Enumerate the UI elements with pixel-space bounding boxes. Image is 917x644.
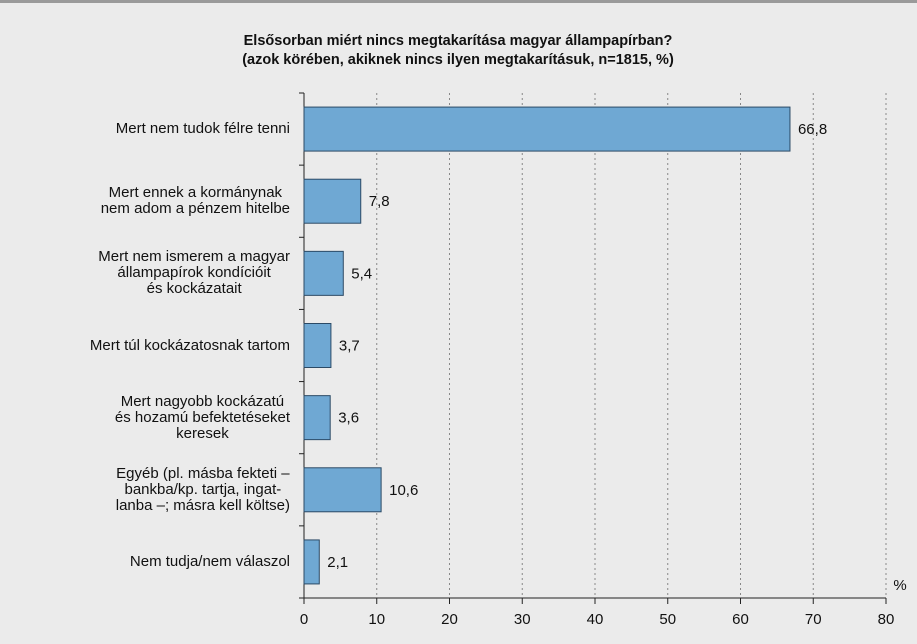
y-tick-label: Mert ennek a kormánynak nem adom a pénze… [100, 184, 290, 218]
x-tick-label: 30 [514, 611, 531, 628]
x-tick-label: 0 [300, 611, 308, 628]
x-axis-label: % [893, 577, 906, 594]
y-tick-label: Egyéb (pl. másba fekteti – bankba/kp. ta… [115, 464, 290, 514]
x-tick-label: 50 [659, 611, 676, 628]
bar [303, 467, 382, 513]
x-tick-label: 60 [732, 611, 749, 628]
x-tick-label: 80 [878, 611, 895, 628]
bar [303, 539, 320, 585]
value-label: 3,7 [339, 337, 360, 354]
bar [303, 323, 332, 368]
y-tick-label: Mert nem ismerem a magyar állampapírok k… [98, 248, 290, 298]
y-tick-label: Nem tudja/nem válaszol [129, 552, 290, 570]
bar [303, 178, 362, 224]
bar [303, 106, 791, 152]
x-tick-label: 20 [441, 611, 458, 628]
x-tick-label: 70 [805, 611, 822, 628]
value-label: 2,1 [327, 554, 348, 571]
x-tick-label: 40 [587, 611, 604, 628]
value-label: 7,8 [369, 193, 390, 210]
value-label: 10,6 [389, 482, 418, 499]
y-tick-label: Mert nem tudok félre tenni [115, 120, 290, 138]
value-label: 5,4 [351, 265, 372, 282]
value-label: 66,8 [798, 121, 827, 138]
chart-title: Elsősorban miért nincs megtakarítása mag… [244, 33, 673, 49]
bar [303, 250, 344, 296]
y-tick-label: Mert nagyobb kockázatú és hozamú befekte… [114, 392, 290, 442]
x-tick-label: 10 [368, 611, 385, 628]
chart-subtitle: (azok körében, akiknek nincs ilyen megta… [242, 52, 674, 68]
bar [303, 395, 331, 441]
value-label: 3,6 [338, 410, 359, 427]
y-tick-label: Mert túl kockázatosnak tartom [89, 336, 290, 354]
chart-svg: Elsősorban miért nincs megtakarítása mag… [242, 33, 906, 628]
